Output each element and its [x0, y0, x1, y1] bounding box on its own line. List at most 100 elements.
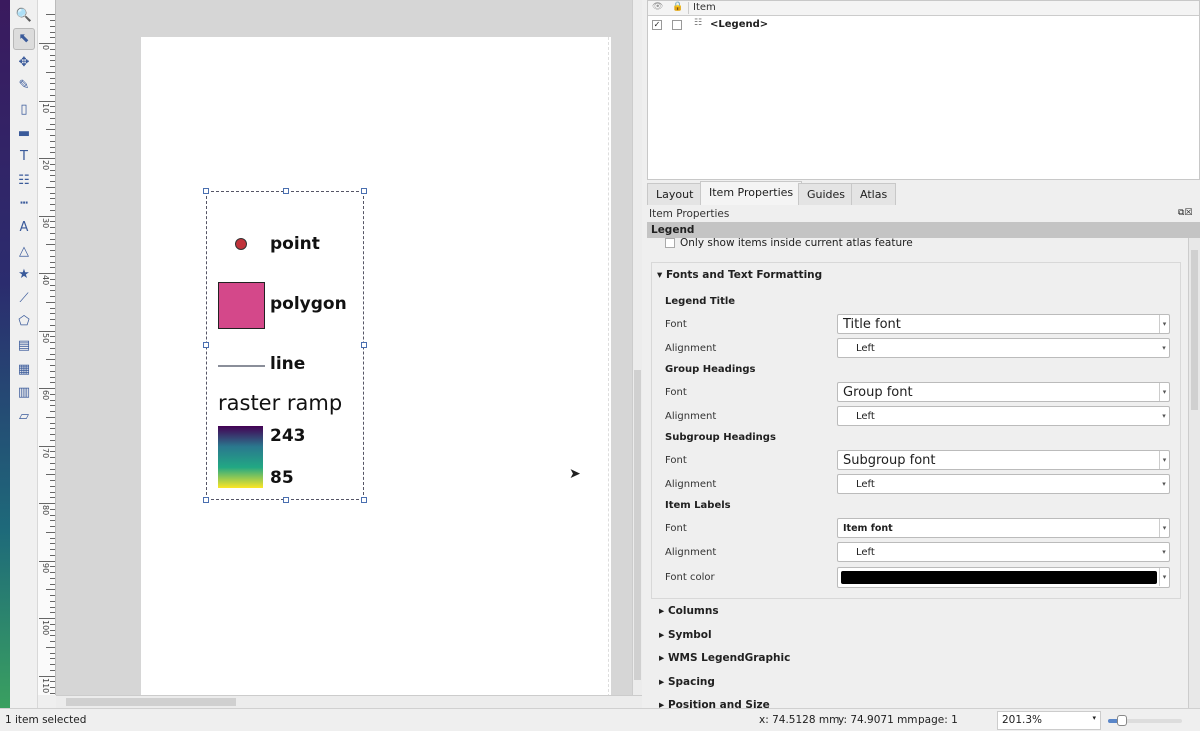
add-scalebar-icon[interactable]: ┅ — [20, 196, 28, 212]
section-toggle-fonts[interactable]: ▾ Fonts and Text Formatting — [657, 269, 823, 281]
items-list-header[interactable]: Item — [688, 2, 716, 14]
font-button[interactable]: Title font ▾ — [837, 314, 1170, 334]
add-label-icon[interactable]: T — [20, 149, 28, 165]
ruler-tick — [50, 508, 55, 510]
alignment-select[interactable]: Left ▾ — [837, 474, 1170, 494]
add-picture-icon[interactable]: ▬ — [17, 125, 31, 141]
tab-item-properties[interactable]: Item Properties — [700, 181, 803, 205]
float-close-icons[interactable]: ⧉☒ — [1178, 208, 1193, 218]
add-3d-map-icon[interactable]: ▱ — [19, 408, 29, 424]
resize-handle[interactable] — [361, 188, 367, 194]
ruler-tick — [39, 215, 55, 217]
legend-item[interactable]: point polygon line raster ramp 243 85 — [203, 188, 367, 503]
add-marker-icon[interactable]: ★ — [18, 267, 30, 283]
resize-handle[interactable] — [361, 497, 367, 503]
alignment-select[interactable]: Left ▾ — [837, 542, 1170, 562]
ruler-tick — [46, 186, 55, 188]
ruler-tick — [50, 198, 55, 200]
tab-guides[interactable]: Guides — [798, 183, 855, 205]
section-toggle[interactable]: ▸ Symbol — [659, 628, 712, 641]
ruler-tick — [39, 43, 55, 44]
visibility-checkbox[interactable]: ✓ — [652, 20, 662, 30]
section-toggle[interactable]: ▸ Position and Size — [659, 699, 770, 708]
ruler-tick — [50, 382, 55, 384]
ruler-tick — [50, 83, 55, 85]
move-content-icon[interactable]: ✥ — [18, 54, 30, 70]
resize-handle[interactable] — [203, 188, 209, 194]
lock-checkbox[interactable] — [672, 20, 682, 30]
alignment-select[interactable]: Left ▾ — [837, 338, 1170, 358]
atlas-only-checkbox[interactable] — [665, 238, 675, 248]
resize-handle[interactable] — [203, 342, 209, 348]
section-toggle[interactable]: ▸ Spacing — [659, 675, 715, 688]
ruler-label: 50 — [41, 332, 50, 343]
canvas-horizontal-scrollbar[interactable] — [56, 695, 642, 708]
font-button[interactable]: Item font ▾ — [837, 518, 1170, 538]
font-name: Subgroup font — [843, 453, 936, 468]
select-move-icon[interactable]: ⬉ — [13, 27, 35, 50]
zoom-combo[interactable]: 201.3% ▾ — [997, 711, 1101, 730]
section-toggle[interactable]: ▸ Columns — [659, 605, 719, 617]
font-label: Font — [665, 455, 687, 466]
resize-handle[interactable] — [283, 497, 289, 503]
ruler-tick — [50, 365, 55, 366]
ruler-tick — [50, 117, 55, 119]
scrollbar-thumb[interactable] — [66, 698, 236, 706]
ruler-tick — [50, 336, 55, 338]
add-fixed-table-icon[interactable]: ▥ — [17, 385, 31, 401]
ruler-tick — [50, 577, 55, 579]
ruler-tick — [50, 457, 55, 458]
add-polyline-icon[interactable]: ⟋ — [19, 290, 29, 306]
ramp-max-label: 243 — [270, 426, 306, 446]
tab-atlas[interactable]: Atlas — [851, 183, 897, 205]
resize-handle[interactable] — [203, 497, 209, 503]
ruler-tick — [50, 549, 55, 550]
add-attribute-table-icon[interactable]: ▦ — [17, 361, 31, 377]
ruler-tick — [46, 416, 55, 418]
ruler-tick — [50, 439, 55, 441]
zoom-icon[interactable]: 🔍 — [15, 7, 33, 23]
items-list-header-bar: 👁 🔒 Item — [648, 1, 1199, 16]
font-button[interactable]: Group font ▾ — [837, 382, 1170, 402]
ruler-tick — [39, 273, 55, 274]
layout-canvas[interactable]: point polygon line raster ramp 243 85 ➤ — [56, 0, 632, 695]
ruler-tick — [50, 192, 55, 194]
add-html-icon[interactable]: ▤ — [17, 337, 31, 353]
alignment-select[interactable]: Left ▾ — [837, 406, 1170, 426]
ruler-tick — [39, 388, 55, 389]
legend-label-point: point — [270, 234, 320, 254]
add-shape-icon[interactable]: △ — [19, 243, 29, 259]
add-north-arrow-icon[interactable]: A — [19, 219, 29, 235]
ruler-tick — [50, 566, 55, 568]
add-legend-icon[interactable]: ☷ — [18, 172, 30, 188]
ruler-tick — [50, 209, 55, 211]
resize-handle[interactable] — [283, 188, 289, 194]
ruler-label: 30 — [41, 217, 50, 228]
section-title: Symbol — [667, 628, 712, 641]
ruler-tick — [39, 445, 55, 447]
canvas-vertical-scrollbar[interactable] — [632, 0, 642, 695]
ruler-label: 40 — [41, 275, 50, 286]
add-polygon-icon[interactable]: ⬠ — [18, 314, 30, 330]
font-color-button[interactable]: ▾ — [837, 567, 1170, 588]
resize-handle[interactable] — [361, 342, 367, 348]
section-toggle[interactable]: ▸ WMS LegendGraphic — [659, 652, 791, 664]
add-map-icon[interactable]: ▯ — [20, 101, 28, 117]
zoom-slider-handle[interactable] — [1117, 715, 1128, 726]
edit-nodes-icon[interactable]: ✎ — [18, 78, 30, 94]
item-name[interactable]: <Legend> — [710, 19, 769, 30]
page-indicator: page: 1 — [918, 714, 958, 726]
ruler-tick — [50, 583, 55, 585]
scrollbar-thumb[interactable] — [634, 370, 641, 680]
ruler-tick — [50, 94, 55, 96]
ruler-tick — [50, 181, 55, 182]
properties-scrollbar[interactable] — [1188, 238, 1200, 708]
ruler-tick — [50, 284, 55, 286]
item-type-header: Legend — [647, 222, 1200, 238]
zoom-slider[interactable] — [1108, 715, 1182, 726]
scrollbar-thumb[interactable] — [1191, 250, 1198, 410]
font-button[interactable]: Subgroup font ▾ — [837, 450, 1170, 470]
group-heading: Item Labels — [665, 500, 731, 511]
tab-layout[interactable]: Layout — [647, 183, 703, 205]
ramp-min-label: 85 — [270, 468, 294, 488]
